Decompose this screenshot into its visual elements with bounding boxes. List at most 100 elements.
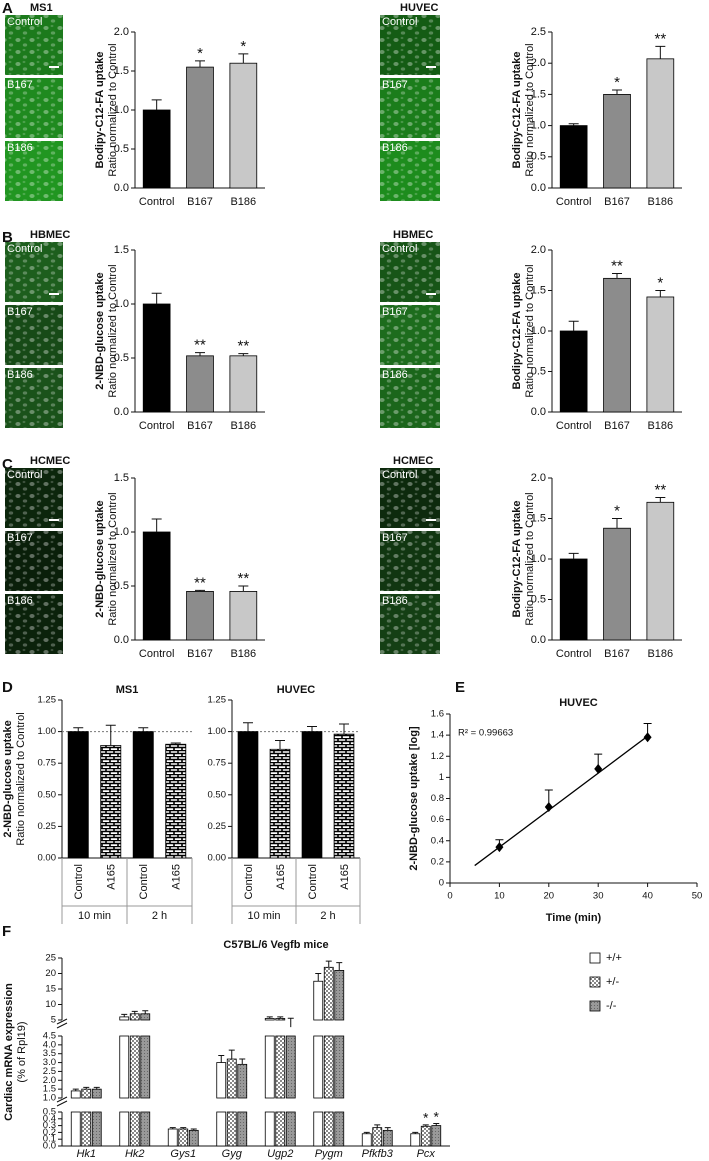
bar xyxy=(323,1111,334,1147)
x-axis-label: Time (min) xyxy=(546,912,602,924)
panel-letter: E xyxy=(455,679,465,696)
micrograph-label: B167 xyxy=(7,532,33,544)
error-bar xyxy=(339,723,349,735)
micrograph-label: B186 xyxy=(382,142,408,154)
y-tick-label: 0.5 xyxy=(531,365,546,377)
y-tick-label: 0.3 xyxy=(43,1120,56,1131)
bar xyxy=(285,1035,296,1099)
x-tick-label: Pcx xyxy=(417,1148,436,1160)
bar xyxy=(226,1111,237,1147)
y-tick-label: 2.5 xyxy=(43,1066,56,1077)
error-bar xyxy=(568,320,579,331)
y-tick-label: 0.25 xyxy=(208,821,227,832)
y-tick-label: 0.5 xyxy=(114,580,129,592)
point xyxy=(643,732,652,743)
y-axis-label: 2-NBD-glucose uptake xyxy=(94,272,106,389)
bar xyxy=(559,330,588,413)
x-tick-label: B167 xyxy=(604,196,630,208)
x-tick-label: B167 xyxy=(187,196,213,208)
micrograph-label: Control xyxy=(7,16,42,28)
y-tick-label: 1.25 xyxy=(38,695,57,706)
bar xyxy=(100,745,122,859)
bar xyxy=(167,1128,178,1147)
y-tick-label: 1 xyxy=(439,772,444,783)
group-divider xyxy=(126,858,193,924)
micrograph-label: B167 xyxy=(7,306,33,318)
bar xyxy=(275,1035,286,1099)
error-bar xyxy=(73,727,84,732)
micrograph-label: B167 xyxy=(382,79,408,91)
error-bar xyxy=(307,726,317,732)
error-bar xyxy=(655,45,666,59)
y-tick-label: 0.5 xyxy=(43,1107,56,1118)
legend-swatch xyxy=(589,976,601,988)
y-tick-label: 1.25 xyxy=(208,695,227,706)
bar xyxy=(129,1013,140,1021)
x-tick-label: B186 xyxy=(647,648,673,660)
y-tick-label: 0.0 xyxy=(531,634,546,646)
x-tick-label: Control xyxy=(307,864,319,899)
y-tick-label: 2.0 xyxy=(531,57,546,69)
y-tick-label: 3.5 xyxy=(43,1048,56,1059)
bar xyxy=(67,731,89,859)
micrograph-texture xyxy=(5,468,63,528)
micrograph-label: Control xyxy=(382,469,417,481)
point xyxy=(544,801,553,812)
y-axis-label: 2-NBD-glucose uptake xyxy=(94,500,106,617)
chart-title: HUVEC xyxy=(559,697,598,709)
y-tick-label: 0.5 xyxy=(531,593,546,605)
y-tick-label: 4.5 xyxy=(43,1031,56,1042)
bar xyxy=(142,303,171,413)
x-tick-label: Gys1 xyxy=(170,1148,196,1160)
micrograph-texture xyxy=(5,368,63,428)
significance-label: * xyxy=(423,1110,429,1126)
x-tick-label: 20 xyxy=(544,891,555,902)
y-axis-label: (% of Rpl19) xyxy=(16,1021,28,1082)
bar xyxy=(323,1035,334,1099)
y-tick-label: 0.6 xyxy=(431,814,444,825)
y-tick-label: 0.2 xyxy=(43,1127,56,1138)
y-tick-label: 0.5 xyxy=(114,143,129,155)
y-axis-label: Ratio normalized to Control xyxy=(524,492,536,625)
bar xyxy=(165,743,187,859)
trendline xyxy=(474,735,648,867)
y-tick-label: 1.0 xyxy=(43,1093,56,1104)
error-bar xyxy=(151,292,162,304)
point xyxy=(594,763,603,774)
y-tick-label: 0.0 xyxy=(43,1141,56,1152)
micrograph-texture xyxy=(380,242,440,302)
x-tick-label: A165 xyxy=(106,864,118,890)
micrograph-texture xyxy=(5,141,63,201)
bar xyxy=(420,1125,431,1147)
x-tick-label: Control xyxy=(138,864,150,899)
bar xyxy=(81,1088,92,1099)
bar xyxy=(269,748,291,859)
error-bar xyxy=(612,272,622,279)
bar xyxy=(229,591,258,641)
error-bar xyxy=(412,1131,419,1134)
micrograph-label: B186 xyxy=(382,369,408,381)
bar xyxy=(229,355,258,413)
micrograph-texture xyxy=(380,594,440,654)
x-tick-label: B167 xyxy=(604,648,630,660)
micrograph-texture xyxy=(5,242,63,302)
error-bar xyxy=(433,1123,440,1126)
group-label: 2 h xyxy=(152,910,167,922)
y-tick-label: 0.75 xyxy=(38,758,57,769)
chart-title: HUVEC xyxy=(277,684,316,696)
x-tick-label: 40 xyxy=(642,891,653,902)
y-tick-label: 5 xyxy=(51,1015,56,1026)
micrograph-title: MS1 xyxy=(30,2,53,14)
bar xyxy=(264,1035,275,1099)
micrograph-texture xyxy=(380,15,440,75)
y-tick-label: 0.4 xyxy=(43,1113,56,1124)
bar xyxy=(603,527,631,641)
micrograph-title: HUVEC xyxy=(400,2,439,14)
y-tick-label: 0.5 xyxy=(531,151,546,163)
micrograph-title: HCMEC xyxy=(393,455,433,467)
micrograph-texture xyxy=(5,594,63,654)
bar xyxy=(559,125,588,189)
significance-label: * xyxy=(614,74,620,91)
error-bar xyxy=(151,518,162,532)
y-tick-label: 25 xyxy=(45,953,56,964)
